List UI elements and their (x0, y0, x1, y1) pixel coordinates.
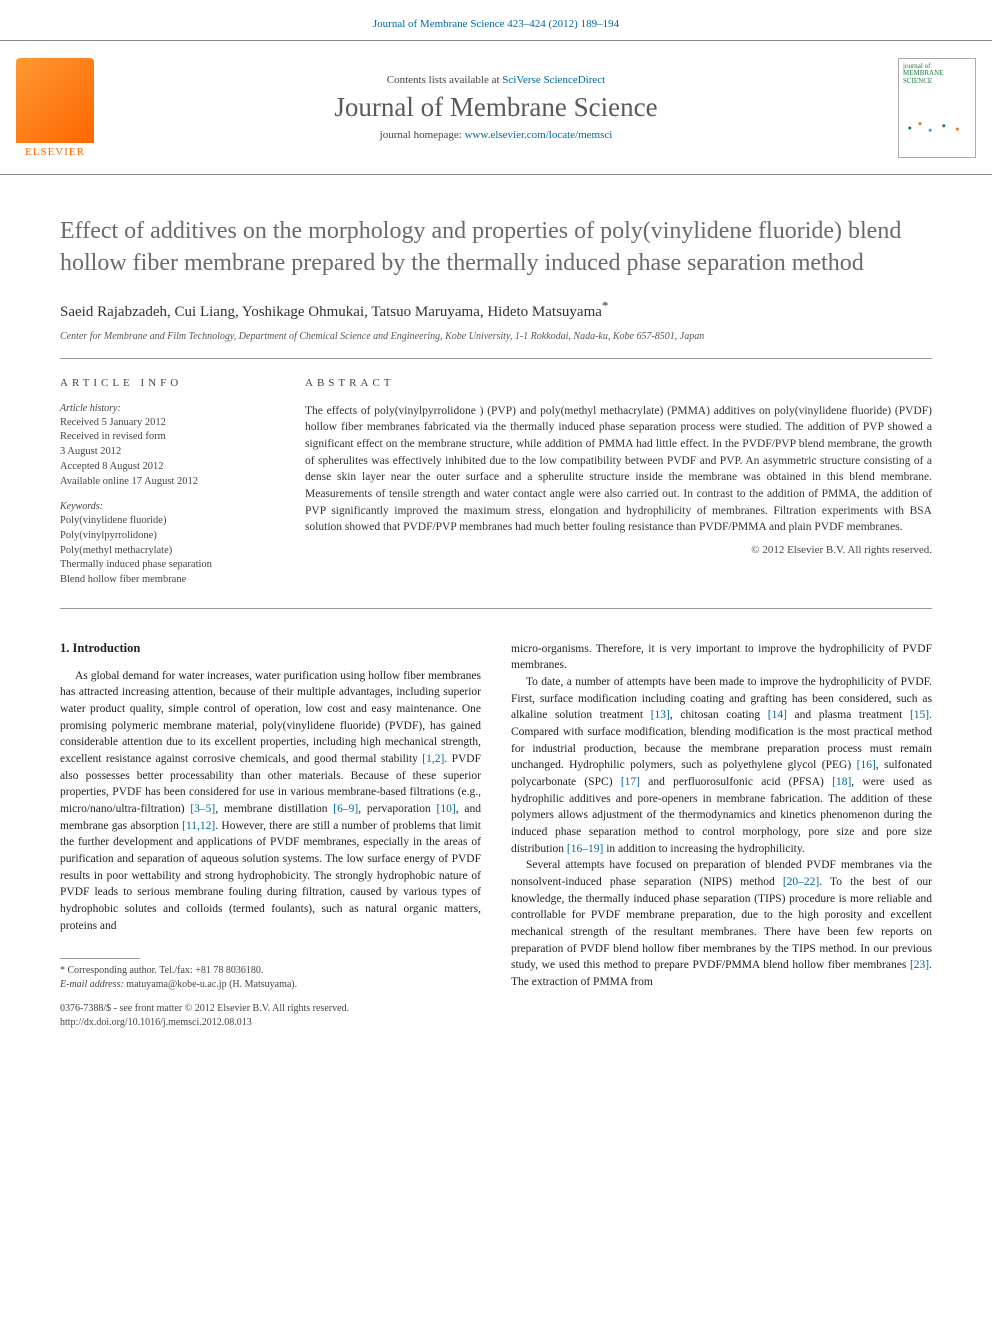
para-text: , chitosan coating (670, 709, 768, 721)
journal-banner: ELSEVIER Contents lists available at Sci… (0, 40, 992, 175)
contents-text: Contents lists available at (387, 74, 502, 86)
citation-link[interactable]: [11,12] (182, 820, 215, 832)
citation-link[interactable]: [20–22] (783, 876, 819, 888)
keywords-list: Poly(vinylidene fluoride) Poly(vinylpyrr… (60, 514, 275, 587)
footnote-divider (60, 958, 140, 959)
keyword-item: Poly(vinylidene fluoride) (60, 514, 275, 529)
para-text: and perfluorosulfonic acid (PFSA) (640, 776, 832, 788)
citation-link[interactable]: [6–9] (333, 803, 358, 815)
email-link[interactable]: matuyama@kobe-u.ac.jp (126, 979, 226, 990)
citation-link[interactable]: [1,2] (422, 753, 444, 765)
history-item: Accepted 8 August 2012 (60, 460, 275, 475)
corr-text: Corresponding author. Tel./fax: +81 78 8… (68, 965, 264, 976)
history-item: Received 5 January 2012 (60, 416, 275, 431)
history-item: Available online 17 August 2012 (60, 475, 275, 490)
history-item: Received in revised form (60, 430, 275, 445)
para-text: . To the best of our knowledge, the ther… (511, 876, 932, 971)
contents-line: Contents lists available at SciVerse Sci… (387, 74, 605, 86)
keyword-item: Poly(vinylpyrrolidone) (60, 529, 275, 544)
abstract-heading: ABSTRACT (305, 377, 932, 389)
body-text: As global demand for water increases, wa… (60, 668, 481, 935)
para-text: and plasma treatment (787, 709, 910, 721)
info-abstract-row: ARTICLE INFO Article history: Received 5… (60, 377, 932, 609)
sciencedirect-link[interactable]: SciVerse ScienceDirect (502, 74, 605, 86)
body-columns: 1. Introduction As global demand for wat… (0, 641, 992, 993)
authors-list: Saeid Rajabzadeh, Cui Liang, Yoshikage O… (60, 304, 602, 320)
citation-link[interactable]: [16–19] (567, 843, 603, 855)
homepage-line: journal homepage: www.elsevier.com/locat… (380, 129, 613, 141)
para-text: . However, there are still a number of p… (60, 820, 481, 932)
banner-center: Contents lists available at SciVerse Sci… (110, 41, 882, 174)
homepage-link[interactable]: www.elsevier.com/locate/memsci (465, 129, 613, 141)
history-label: Article history: (60, 403, 275, 414)
journal-cover-box: journal of MEMBRANE SCIENCE (882, 41, 992, 174)
cover-title: journal of MEMBRANE SCIENCE (903, 63, 971, 86)
cover-pattern-icon (903, 117, 971, 139)
corr-marker-icon: * (60, 965, 65, 976)
article-info: ARTICLE INFO Article history: Received 5… (60, 377, 275, 588)
para-text: , pervaporation (358, 803, 436, 815)
citation-link[interactable]: [3–5] (190, 803, 215, 815)
citation-link[interactable]: [15] (910, 709, 929, 721)
para-text: in addition to increasing the hydrophili… (603, 843, 804, 855)
column-left: 1. Introduction As global demand for wat… (60, 641, 481, 993)
para-text: micro-organisms. Therefore, it is very i… (511, 641, 932, 674)
abstract-copyright: © 2012 Elsevier B.V. All rights reserved… (305, 544, 932, 556)
page-footer: 0376-7388/$ - see front matter © 2012 El… (0, 992, 992, 1050)
article-front-matter: Effect of additives on the morphology an… (0, 175, 992, 609)
citation-link[interactable]: [18] (832, 776, 851, 788)
elsevier-logo: ELSEVIER (0, 41, 110, 174)
citation-link[interactable]: [23] (910, 959, 929, 971)
body-text: micro-organisms. Therefore, it is very i… (511, 641, 932, 991)
abstract-text: The effects of poly(vinylpyrrolidone ) (… (305, 403, 932, 536)
para-text: , membrane distillation (215, 803, 333, 815)
keyword-item: Thermally induced phase separation (60, 558, 275, 573)
abstract: ABSTRACT The effects of poly(vinylpyrrol… (305, 377, 932, 588)
article-info-heading: ARTICLE INFO (60, 377, 275, 389)
citation-link[interactable]: [10] (437, 803, 456, 815)
email-label: E-mail address: (60, 979, 126, 990)
footer-copyright: 0376-7388/$ - see front matter © 2012 El… (60, 1002, 932, 1016)
journal-name: Journal of Membrane Science (334, 92, 657, 123)
email-suffix: (H. Matsuyama). (227, 979, 298, 990)
para-text: As global demand for water increases, wa… (60, 670, 481, 765)
history-list: Received 5 January 2012 Received in revi… (60, 416, 275, 489)
elsevier-tree-icon (16, 58, 94, 143)
homepage-text: journal homepage: (380, 129, 465, 141)
section-heading-intro: 1. Introduction (60, 641, 481, 656)
doi-link[interactable]: http://dx.doi.org/10.1016/j.memsci.2012.… (60, 1017, 252, 1028)
history-item: 3 August 2012 (60, 445, 275, 460)
column-right: micro-organisms. Therefore, it is very i… (511, 641, 932, 993)
keyword-item: Blend hollow fiber membrane (60, 573, 275, 588)
corr-marker-icon: * (602, 298, 609, 313)
citation-link[interactable]: [14] (768, 709, 787, 721)
citation-link[interactable]: [13] (651, 709, 670, 721)
article-title: Effect of additives on the morphology an… (60, 215, 932, 280)
elsevier-label: ELSEVIER (25, 146, 85, 158)
citation-link[interactable]: [17] (621, 776, 640, 788)
corresponding-author-footnote: * Corresponding author. Tel./fax: +81 78… (60, 964, 481, 992)
authors: Saeid Rajabzadeh, Cui Liang, Yoshikage O… (60, 298, 932, 321)
running-header: Journal of Membrane Science 423–424 (201… (0, 0, 992, 40)
running-header-link[interactable]: Journal of Membrane Science 423–424 (201… (373, 18, 619, 30)
keyword-item: Poly(methyl methacrylate) (60, 544, 275, 559)
affiliation: Center for Membrane and Film Technology,… (60, 331, 932, 359)
citation-link[interactable]: [16] (857, 759, 876, 771)
keywords-label: Keywords: (60, 501, 275, 512)
journal-cover-icon: journal of MEMBRANE SCIENCE (898, 58, 976, 158)
